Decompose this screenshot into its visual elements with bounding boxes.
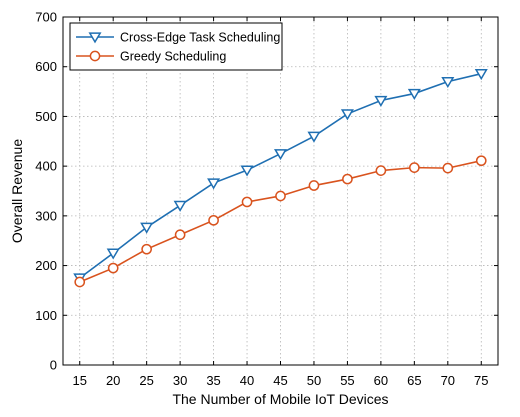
y-tick-label: 400 (35, 159, 57, 174)
data-point (474, 69, 488, 81)
data-point (106, 248, 120, 260)
y-axis-title: Overall Revenue (9, 139, 25, 243)
data-point (408, 162, 420, 173)
series-2 (74, 155, 487, 288)
legend-label: Cross-Edge Task Scheduling (120, 31, 280, 45)
legend: Cross-Edge Task Scheduling Greedy Schedul… (69, 22, 283, 71)
data-point (407, 88, 421, 100)
series-line (79, 72, 482, 279)
data-point (207, 178, 221, 190)
legend-label: Greedy Scheduling (120, 50, 226, 64)
data-point (241, 196, 253, 208)
x-tick-label: 20 (106, 373, 120, 388)
data-point (342, 173, 353, 185)
data-point (107, 262, 119, 274)
y-tick-label: 0 (50, 358, 57, 373)
data-point (308, 180, 320, 191)
data-point (208, 214, 219, 226)
x-tick-label: 50 (307, 373, 321, 388)
x-tick-label: 15 (72, 373, 86, 388)
data-point (141, 243, 153, 255)
data-point (273, 149, 288, 161)
series-1 (73, 69, 488, 285)
data-point (374, 95, 388, 107)
data-point (240, 165, 254, 177)
x-tick-label: 35 (206, 373, 220, 388)
x-tick-label: 40 (240, 373, 254, 388)
series-layer (73, 69, 488, 288)
x-tick-label: 75 (474, 373, 488, 388)
data-point (173, 200, 187, 212)
x-axis-title: The Number of Mobile IoT Devices (172, 391, 388, 407)
data-point (475, 155, 487, 167)
data-point (140, 222, 154, 234)
axis-ticks: 15 20 25 30 35 40 45 50 55 60 65 70 75 0 100 200 300 400 5… (35, 10, 498, 388)
legend-box (69, 22, 283, 71)
x-tick-label: 55 (340, 373, 354, 388)
data-point (340, 109, 354, 121)
data-point (441, 76, 455, 89)
legend-entry: Greedy Scheduling (76, 50, 226, 64)
data-point (174, 229, 186, 241)
y-tick-label: 700 (35, 10, 57, 25)
data-point (442, 162, 454, 174)
x-tick-label: 60 (374, 373, 388, 388)
y-tick-label: 600 (35, 59, 57, 74)
y-tick-label: 300 (35, 208, 57, 223)
data-point (307, 131, 321, 143)
data-point (74, 276, 86, 288)
x-tick-label: 45 (273, 373, 287, 388)
x-tick-label: 70 (441, 373, 455, 388)
x-tick-label: 30 (173, 373, 187, 388)
y-tick-label: 500 (35, 109, 57, 124)
x-tick-label: 65 (407, 373, 421, 388)
y-tick-label: 200 (35, 258, 57, 273)
y-tick-label: 100 (35, 308, 57, 323)
legend-marker (88, 32, 102, 44)
legend-marker (89, 50, 101, 62)
legend-entry: Cross-Edge Task Scheduling (76, 31, 280, 45)
data-point (375, 165, 387, 176)
x-tick-label: 25 (139, 373, 153, 388)
data-point (275, 190, 286, 202)
